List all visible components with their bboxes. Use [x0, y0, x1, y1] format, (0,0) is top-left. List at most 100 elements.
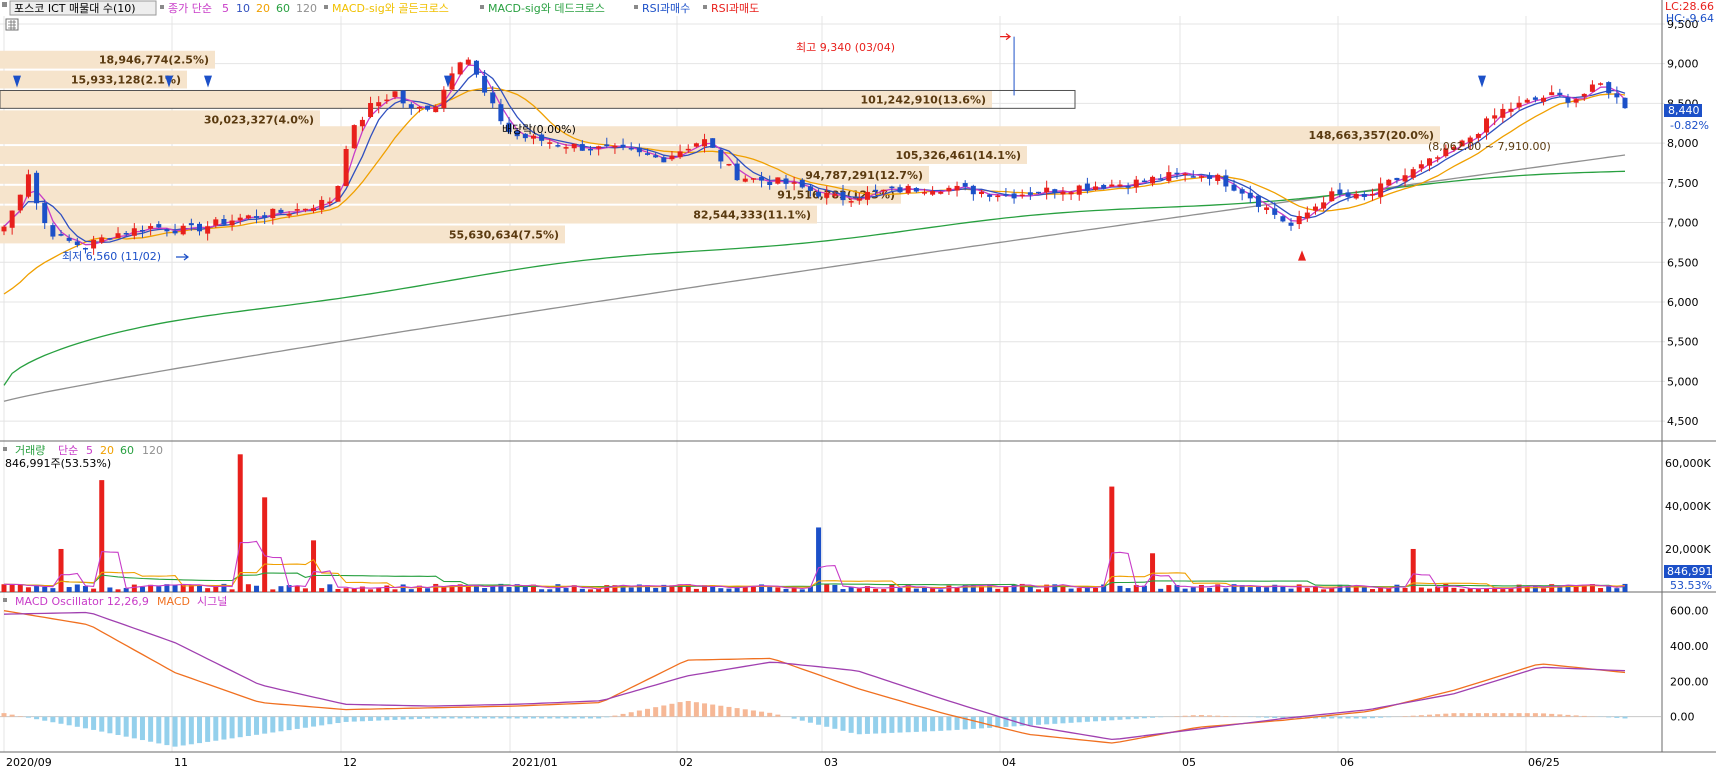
annotations [13, 33, 1486, 261]
candle-body [1557, 92, 1563, 96]
oscillator-bar [913, 716, 919, 732]
oscillator-bar [1451, 713, 1457, 717]
candle-body [196, 223, 202, 232]
profile-label: 15,933,128(2.1%) [71, 74, 181, 87]
volume-bar [1524, 586, 1530, 592]
oscillator-bar [302, 716, 308, 728]
candle-body [563, 147, 569, 149]
candle-body [1280, 216, 1286, 222]
oscillator-bar [213, 716, 219, 741]
volume-bar [1264, 587, 1270, 592]
oscillator-bar [1207, 715, 1213, 717]
candle-body [50, 225, 56, 237]
oscillator-bar [1549, 713, 1555, 717]
volume-bar [384, 585, 390, 592]
rsi-oversold-marker [1298, 250, 1306, 261]
x-tick-label: 05 [1182, 756, 1196, 769]
oscillator-bar [791, 716, 797, 719]
candle-body [1304, 212, 1310, 219]
volume-bar [1141, 585, 1147, 592]
candle-body [856, 198, 862, 201]
oscillator-bar [1581, 715, 1587, 717]
volume-bar [58, 548, 64, 592]
oscillator-bar [148, 716, 154, 742]
volume-bar [514, 584, 520, 592]
macd-label: MACD [157, 595, 190, 608]
oscillator-bar [1329, 716, 1335, 719]
oscillator-bar [807, 716, 813, 723]
price-annotations: 최고 9,340 (03/04) 최저 6,560 (11/02) 배당락(0.… [62, 41, 1551, 263]
golden-cross-label: MACD-sig와 골든크로스 [332, 2, 449, 15]
volume-bar [734, 586, 740, 592]
oscillator-bar [612, 715, 618, 717]
candle-body [91, 239, 97, 249]
volume-bar [848, 586, 854, 592]
volume-bar [311, 540, 317, 592]
grid-toggle-icon[interactable] [5, 18, 19, 31]
lc-value: LC:28.66 [1665, 0, 1714, 13]
volume-bar [74, 584, 80, 592]
volume-bar [1223, 588, 1229, 592]
oscillator-bar [693, 702, 699, 717]
candle-body [864, 191, 870, 200]
title-box[interactable] [9, 0, 157, 16]
volume-bar [954, 587, 960, 592]
candle-body [970, 185, 976, 195]
oscillator-bar [1190, 715, 1196, 717]
volume-bar [1312, 586, 1318, 592]
candle-body [921, 192, 927, 194]
candle-body [172, 230, 178, 234]
oscillator-bar [278, 716, 284, 732]
volume-bar [425, 588, 431, 592]
oscillator-bar [824, 716, 830, 727]
candle-body [490, 92, 496, 104]
oscillator-bar [759, 711, 765, 717]
volume-bar [587, 589, 593, 592]
oscillator-bar [653, 707, 659, 717]
profile-max-outline [0, 89, 1076, 109]
chart-title: 포스코 ICT 매물대 수(10) [14, 2, 136, 15]
volume-bar [1304, 588, 1310, 592]
x-tick-label: 03 [824, 756, 838, 769]
volume-bar [123, 587, 129, 592]
candle-body [229, 220, 235, 226]
ma20-line [3, 87, 1626, 295]
volume-bar [897, 588, 903, 592]
volume-ma5-label: 5 [86, 444, 93, 457]
candle-body [58, 234, 64, 236]
candle-body [677, 151, 683, 158]
volume-bar [42, 586, 48, 592]
candle-body [897, 187, 903, 193]
candle-body [995, 195, 1001, 198]
volume-bar [270, 589, 276, 592]
candle-body [962, 183, 968, 187]
volume-bar [351, 588, 357, 592]
candle-body [262, 215, 268, 218]
volume-bar [245, 584, 251, 592]
volume-bar [1247, 587, 1253, 592]
candle-body [1361, 193, 1367, 197]
profile-band [0, 126, 1440, 145]
volume-bar [1052, 584, 1058, 592]
candle-body [702, 139, 708, 147]
candle-body [1451, 147, 1457, 150]
oscillator-bar [897, 716, 903, 733]
candle-body [799, 179, 805, 188]
x-tick-label: 2021/01 [512, 756, 558, 769]
candlesticks [1, 36, 1628, 255]
volume-bar [612, 585, 618, 592]
candle-body [1247, 192, 1253, 199]
volume-bar [156, 586, 162, 592]
candle-body [612, 145, 618, 148]
oscillator-bar [400, 716, 406, 720]
candle-body [123, 232, 129, 235]
oscillator-bar [245, 716, 251, 737]
candle-body [482, 75, 488, 93]
candle-body [1027, 192, 1033, 195]
oscillator-bar [343, 716, 349, 722]
volume-bar [1581, 584, 1587, 592]
price-tick-label: 6,000 [1667, 296, 1699, 309]
candle-body [1565, 97, 1571, 103]
price-tick-label: 7,000 [1667, 217, 1699, 230]
